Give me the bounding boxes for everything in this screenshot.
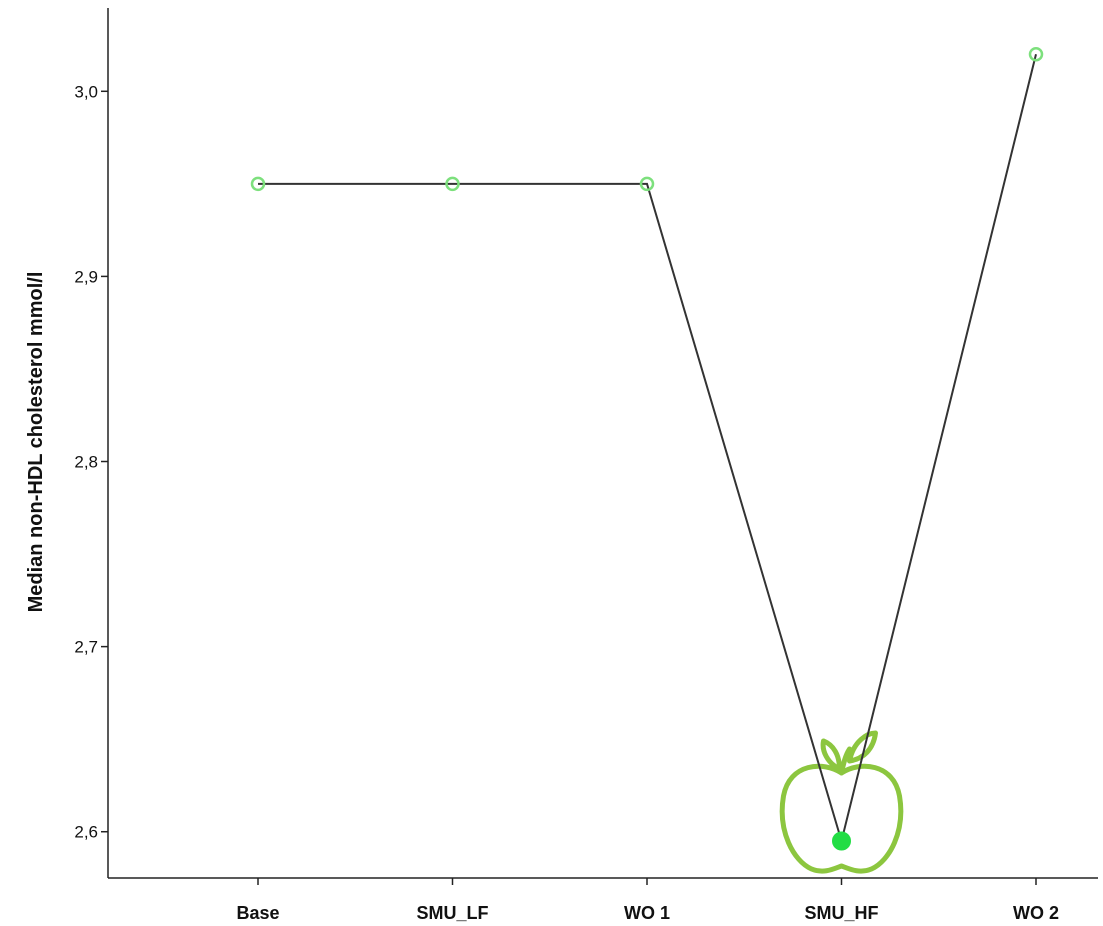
x-tick-label: Base [236,903,279,923]
apple-body [779,763,904,874]
y-axis-title: Median non-HDL cholesterol mmol/l [25,272,47,613]
y-tick-label: 2,9 [74,267,98,286]
data-point [445,176,460,192]
data-point [250,176,266,192]
highlighted-data-point [832,831,851,851]
apple-icon [779,730,904,874]
apple-leaf-left [820,738,842,772]
axes [107,8,1098,879]
apple-stem [839,746,852,776]
series-layer [250,47,1044,851]
data-point [639,176,655,192]
x-tick-label: SMU_HF [804,903,878,923]
y-ticks: 2,6 2,7 2,8 2,9 3,0 [74,82,108,842]
y-axis-title-group: Median non-HDL cholesterol mmol/l [25,272,47,613]
x-ticks: Base SMU_LF WO 1 SMU_HF WO 2 [236,878,1059,923]
apple-leaf-right [847,730,878,764]
data-point [1028,47,1044,62]
x-tick-label: SMU_LF [417,903,489,923]
y-tick-label: 3,0 [74,82,98,101]
y-tick-label: 2,7 [74,638,98,657]
y-tick-label: 2,6 [74,823,98,842]
apple-shape [779,730,904,874]
x-tick-label: WO 1 [624,903,670,923]
series-line [258,54,1037,845]
x-tick-label: WO 2 [1013,903,1059,923]
y-tick-label: 2,8 [74,453,98,472]
